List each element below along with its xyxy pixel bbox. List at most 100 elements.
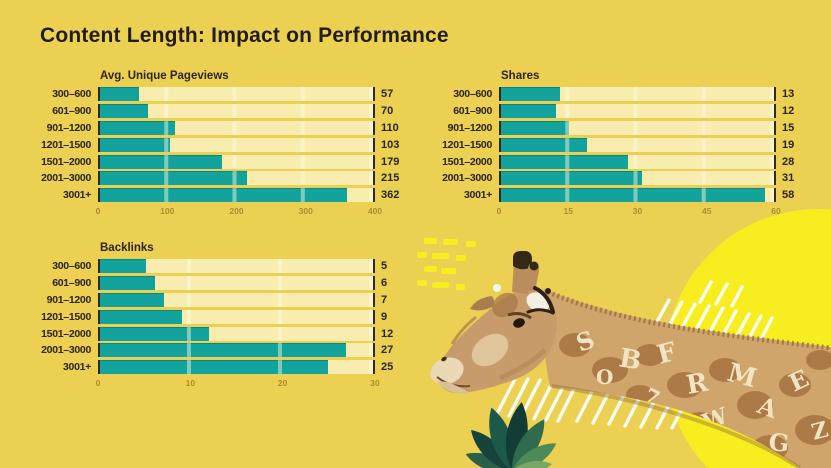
bar-row: 601–900 70 <box>40 103 420 120</box>
value-label: 27 <box>381 344 394 357</box>
bar <box>501 137 588 152</box>
value-label: 12 <box>782 105 795 118</box>
value-label: 103 <box>381 138 400 151</box>
bar-row: 2001–3000 27 <box>40 342 420 359</box>
letter-spots: S B O F 7 R M W A E G Z <box>572 324 831 457</box>
svg-text:A: A <box>753 390 782 424</box>
axis-tick-label: 30 <box>632 205 643 216</box>
value-label: 12 <box>381 327 394 340</box>
category-label: 300–600 <box>52 88 91 101</box>
x-axis-ticks: 0 10 20 30 <box>95 376 380 390</box>
bar-row: 3001+ 25 <box>40 359 420 376</box>
bar-row: 901–1200 110 <box>40 120 420 137</box>
category-label: 1501–2000 <box>41 155 91 168</box>
bar-row: 901–1200 15 <box>441 120 821 137</box>
bar <box>100 188 348 203</box>
value-label: 70 <box>381 105 394 118</box>
bar-track <box>98 276 375 291</box>
value-label: 28 <box>782 155 795 168</box>
bar-row: 1501–2000 28 <box>441 153 821 170</box>
chart-avg-unique-pageviews: Avg. Unique Pageviews 300–600 57 601–900 70… <box>40 64 420 218</box>
chart-title: Backlinks <box>100 242 154 254</box>
sun-circle <box>665 209 831 468</box>
bar <box>100 120 176 135</box>
x-axis: 0 100 200 300 400 <box>40 204 420 218</box>
axis-tick-label: 400 <box>367 205 383 216</box>
bar-row: 601–900 6 <box>40 275 420 292</box>
bar <box>100 326 210 341</box>
axis-tick-label: 30 <box>370 377 380 388</box>
bar <box>100 360 328 375</box>
value-label: 362 <box>381 189 400 202</box>
bar <box>100 276 155 291</box>
svg-text:F: F <box>654 337 680 371</box>
value-label: 179 <box>381 155 400 168</box>
bar-row: 300–600 57 <box>40 86 420 103</box>
bar-track <box>98 326 375 341</box>
bar-track <box>98 343 375 358</box>
bar-row: 601–900 12 <box>441 103 821 120</box>
bar-row: 1201–1500 103 <box>40 136 420 153</box>
bar-row: 1501–2000 12 <box>40 325 420 342</box>
bar-track <box>98 87 375 102</box>
bar-row: 300–600 13 <box>441 86 821 103</box>
axis-tick-label: 100 <box>160 205 175 216</box>
category-label: 1201–1500 <box>41 138 91 151</box>
bar-track <box>98 120 375 135</box>
bar-track <box>499 171 776 186</box>
value-label: 25 <box>381 361 394 374</box>
category-label: 901–1200 <box>46 121 92 134</box>
axis-tick-label: 0 <box>95 377 101 388</box>
bar <box>100 309 182 324</box>
leaf-cluster <box>465 402 557 468</box>
bar-track <box>499 120 776 135</box>
bar-track <box>98 188 375 203</box>
x-axis: 0 15 30 45 60 <box>441 204 821 218</box>
rows: 300–600 5 601–900 6 901–1200 7 1201–1500 9 1501–… <box>40 258 420 376</box>
chart-shares: Shares 300–600 13 601–900 12 901–1200 15 1201–… <box>441 64 821 218</box>
bar-track <box>98 154 375 169</box>
bar-row: 1201–1500 19 <box>441 136 821 153</box>
category-label: 901–1200 <box>46 293 92 306</box>
x-axis-ticks: 0 15 30 45 60 <box>497 204 781 218</box>
svg-text:G: G <box>767 427 790 458</box>
page-title: Content Length: Impact on Performance <box>40 24 449 47</box>
category-label: 901–1200 <box>447 121 493 134</box>
bar-track <box>499 87 776 102</box>
bar-row: 2001–3000 215 <box>40 170 420 187</box>
axis-tick-label: 200 <box>229 205 244 216</box>
axis-tick-label: 15 <box>563 205 573 216</box>
bar-track <box>98 171 375 186</box>
category-label: 601–900 <box>52 277 91 290</box>
axis-tick-label: 60 <box>771 205 781 216</box>
x-axis: 0 10 20 30 <box>40 376 420 390</box>
x-axis-ticks: 0 100 200 300 400 <box>95 204 382 218</box>
axis-tick-label: 10 <box>185 377 196 388</box>
bar-track <box>98 292 375 307</box>
category-label: 2001–3000 <box>442 172 492 185</box>
rows: 300–600 13 601–900 12 901–1200 15 1201–1500 19 1… <box>441 86 821 204</box>
bar <box>501 188 765 203</box>
bar-track <box>98 137 375 152</box>
value-label: 7 <box>381 293 388 306</box>
bar-track <box>499 137 776 152</box>
bar-track <box>499 154 776 169</box>
chart-title: Avg. Unique Pageviews <box>100 70 229 82</box>
category-label: 3001+ <box>63 189 91 202</box>
rows: 300–600 57 601–900 70 901–1200 110 1201–1500 10… <box>40 86 420 204</box>
bar <box>100 171 247 186</box>
bar <box>501 154 629 169</box>
category-label: 2001–3000 <box>41 344 91 357</box>
white-dashes-left <box>495 375 577 423</box>
bar <box>100 154 223 169</box>
giraffe-illustration: S B O F 7 R M W A E G Z <box>430 251 831 468</box>
svg-text:E: E <box>784 363 813 397</box>
svg-text:M: M <box>724 358 760 394</box>
value-label: 19 <box>782 138 795 151</box>
svg-text:S: S <box>572 324 598 357</box>
axis-tick-label: 0 <box>95 205 101 216</box>
bar-track <box>499 188 776 203</box>
bar <box>100 343 346 358</box>
category-label: 2001–3000 <box>41 172 91 185</box>
